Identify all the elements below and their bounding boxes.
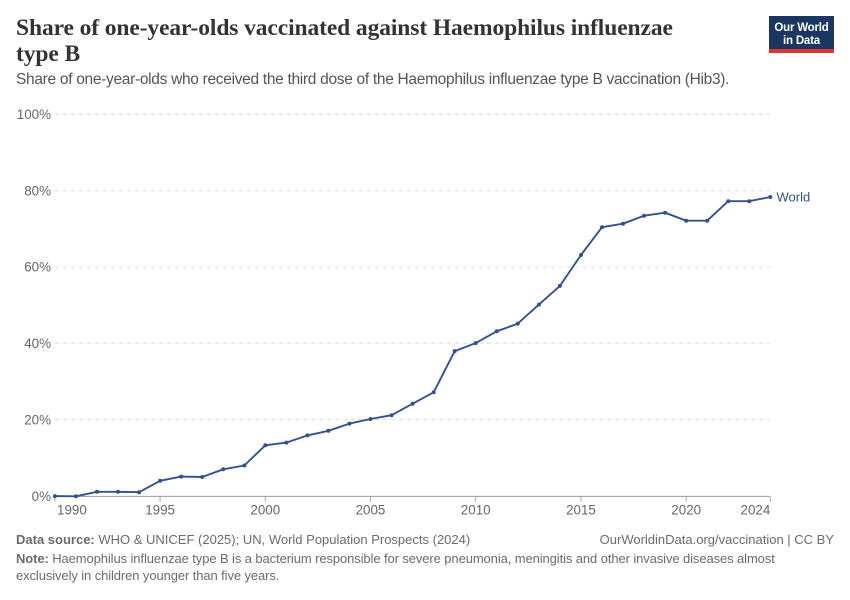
svg-text:2010: 2010 bbox=[461, 502, 491, 517]
svg-text:World: World bbox=[777, 190, 811, 205]
svg-text:2020: 2020 bbox=[671, 502, 701, 517]
svg-text:60%: 60% bbox=[24, 260, 51, 275]
svg-text:0%: 0% bbox=[32, 489, 51, 504]
svg-text:2024: 2024 bbox=[741, 502, 771, 517]
svg-text:2015: 2015 bbox=[566, 502, 596, 517]
svg-text:1995: 1995 bbox=[145, 502, 175, 517]
svg-text:1990: 1990 bbox=[57, 502, 87, 517]
svg-text:100%: 100% bbox=[17, 107, 51, 122]
svg-text:2000: 2000 bbox=[250, 502, 280, 517]
svg-text:80%: 80% bbox=[24, 184, 51, 199]
svg-text:20%: 20% bbox=[24, 412, 51, 427]
svg-text:40%: 40% bbox=[24, 336, 51, 351]
svg-text:2005: 2005 bbox=[356, 502, 386, 517]
